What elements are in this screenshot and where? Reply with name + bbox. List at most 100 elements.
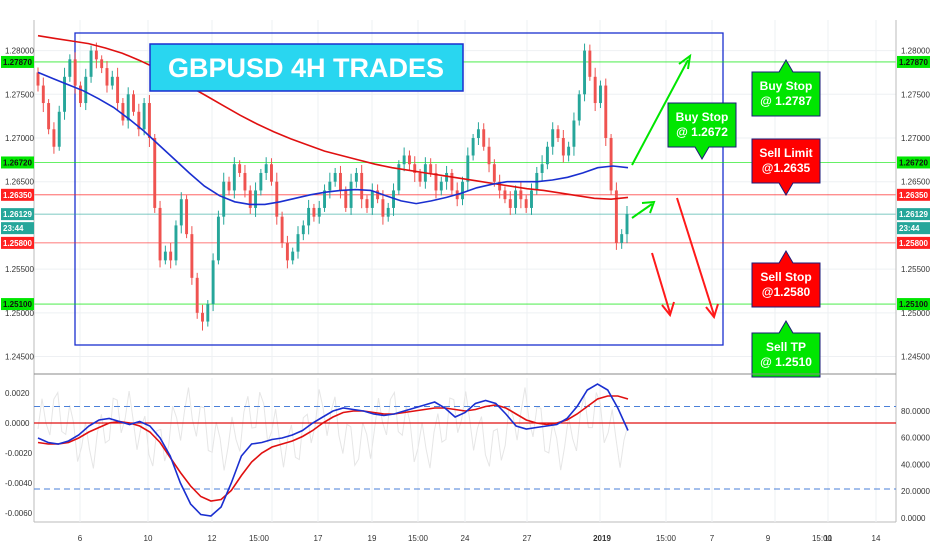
candle-body-69 — [402, 155, 406, 165]
time-tick-0: 6 — [78, 534, 83, 543]
candle-body-78 — [450, 172, 454, 191]
callout-box-0 — [751, 59, 821, 117]
price-axis-right[interactable]: 1.28000 1.27500 1.27000 1.26500 1.25500 1.250… — [901, 47, 930, 362]
candle-body-37 — [232, 164, 236, 191]
time-tick-3: 15:00 — [249, 534, 270, 543]
oscillator-grid — [79, 378, 877, 522]
price-badge-left-6 — [1, 298, 34, 311]
time-tick-15: 14 — [872, 534, 881, 543]
candle-body-75 — [434, 172, 438, 191]
oscillator-main-line — [37, 383, 629, 517]
price-tick-right-5: 1.25000 — [901, 309, 930, 318]
candle-body-57 — [339, 172, 342, 191]
price-badge-right-4 — [897, 222, 930, 235]
candle-body-48 — [291, 251, 295, 261]
candle-body-66 — [386, 207, 390, 217]
candle-body-103 — [583, 50, 587, 95]
candle-body-29 — [190, 234, 194, 278]
candle-body-85 — [487, 146, 491, 165]
osc-tick-left-4: -0.0060 — [5, 509, 33, 518]
candle-body-4 — [57, 111, 61, 147]
candle-body-91 — [519, 190, 523, 200]
candle-body-68 — [397, 164, 401, 191]
callout-text-2-0: Sell Limit — [759, 146, 812, 160]
callout-text-3-0: Sell Stop — [760, 270, 811, 284]
price-tick-left-5: 1.25000 — [5, 309, 34, 318]
time-tick-14: 15:00 — [812, 534, 833, 543]
price-badge-text-1: 1.26720 — [899, 158, 928, 167]
candle-body-9 — [84, 76, 88, 104]
candle-body-35 — [222, 181, 226, 217]
candle-body-3 — [52, 129, 56, 147]
candle-body-32 — [206, 304, 210, 322]
price-tick-left-3: 1.26500 — [5, 178, 34, 187]
oscillator-background-line — [37, 387, 629, 471]
candle-body-16 — [121, 103, 125, 121]
candle-body-58 — [344, 190, 348, 208]
candle-body-105 — [593, 76, 597, 104]
price-badge-text-0: 1.27870 — [899, 58, 928, 67]
price-tick-left-2: 1.27000 — [5, 134, 34, 143]
candlestick-series — [36, 42, 629, 331]
candle-body-64 — [376, 190, 380, 200]
price-badge-text-6: 1.25100 — [899, 300, 928, 309]
candle-body-28 — [185, 199, 189, 235]
candle-body-90 — [514, 190, 518, 208]
range-box[interactable] — [74, 32, 724, 346]
price-axis-left: 1.28000 1.27500 1.27000 1.26500 1.25500 1.250… — [5, 47, 34, 362]
candle-body-101 — [572, 120, 576, 147]
candle-body-98 — [556, 129, 560, 138]
candle-body-5 — [63, 76, 66, 112]
candle-body-47 — [285, 242, 289, 261]
chart-title-text: GBPUSD 4H TRADES — [168, 53, 444, 83]
buy-arrow-large — [631, 59, 689, 166]
time-tick-1: 10 — [144, 534, 153, 543]
candle-body-0 — [36, 72, 40, 86]
callout-text-1-0: Buy Stop — [676, 110, 729, 124]
price-tick-right-1: 1.27500 — [901, 90, 930, 99]
candle-body-53 — [317, 207, 321, 217]
osc-tick-right-3: 20.0000 — [901, 487, 930, 496]
sell-arrow-right-head — [705, 303, 719, 320]
osc-background-path — [37, 387, 629, 471]
candle-body-107 — [604, 85, 608, 138]
candle-body-102 — [577, 94, 581, 121]
candle-body-17 — [126, 94, 130, 121]
candle-body-76 — [439, 181, 443, 191]
price-badge-left-2 — [1, 188, 34, 201]
price-badge-left-1 — [1, 156, 34, 169]
trade-arrows — [631, 53, 719, 320]
price-badge-left-0 — [1, 55, 34, 68]
candle-body-7 — [73, 59, 77, 86]
osc-tick-right-2: 40.0000 — [901, 460, 930, 469]
time-axis[interactable]: 6 10 12 15:00 17 19 15:00 24 27 2019 15:00 7 9 1115:0… — [78, 534, 881, 543]
candle-body-46 — [280, 216, 284, 243]
candle-body-51 — [307, 207, 311, 226]
candle-body-100 — [567, 146, 571, 156]
candle-body-49 — [296, 234, 300, 252]
price-badge-right-6 — [897, 298, 930, 311]
candle-body-108 — [609, 138, 613, 191]
price-tick-left-0: 1.28000 — [5, 47, 34, 56]
candle-body-82 — [471, 138, 475, 156]
time-tick-7: 24 — [461, 534, 470, 543]
candle-body-63 — [370, 190, 374, 208]
candle-body-87 — [498, 181, 502, 191]
candle-body-54 — [323, 190, 326, 208]
time-tick-4: 17 — [314, 534, 323, 543]
callout-text-0-1: @ 1.2787 — [760, 94, 812, 108]
price-badge-right-2 — [897, 188, 930, 201]
candle-body-95 — [540, 164, 544, 173]
candle-body-1 — [41, 85, 45, 104]
price-badge-text-3: 1.26129 — [3, 210, 32, 219]
candle-body-74 — [429, 164, 433, 173]
candle-body-2 — [47, 103, 51, 130]
candle-body-96 — [545, 146, 549, 165]
callout-text-4-0: Sell TP — [766, 340, 806, 354]
oscillator-axis-left: 0.0020 0.0000 -0.0020 -0.0040 -0.0060 — [5, 389, 33, 518]
moving-average-slow-line — [37, 34, 629, 201]
osc-tick-left-3: -0.0040 — [5, 479, 33, 488]
candle-body-81 — [466, 155, 470, 182]
price-badge-text-4: 23:44 — [899, 224, 920, 233]
